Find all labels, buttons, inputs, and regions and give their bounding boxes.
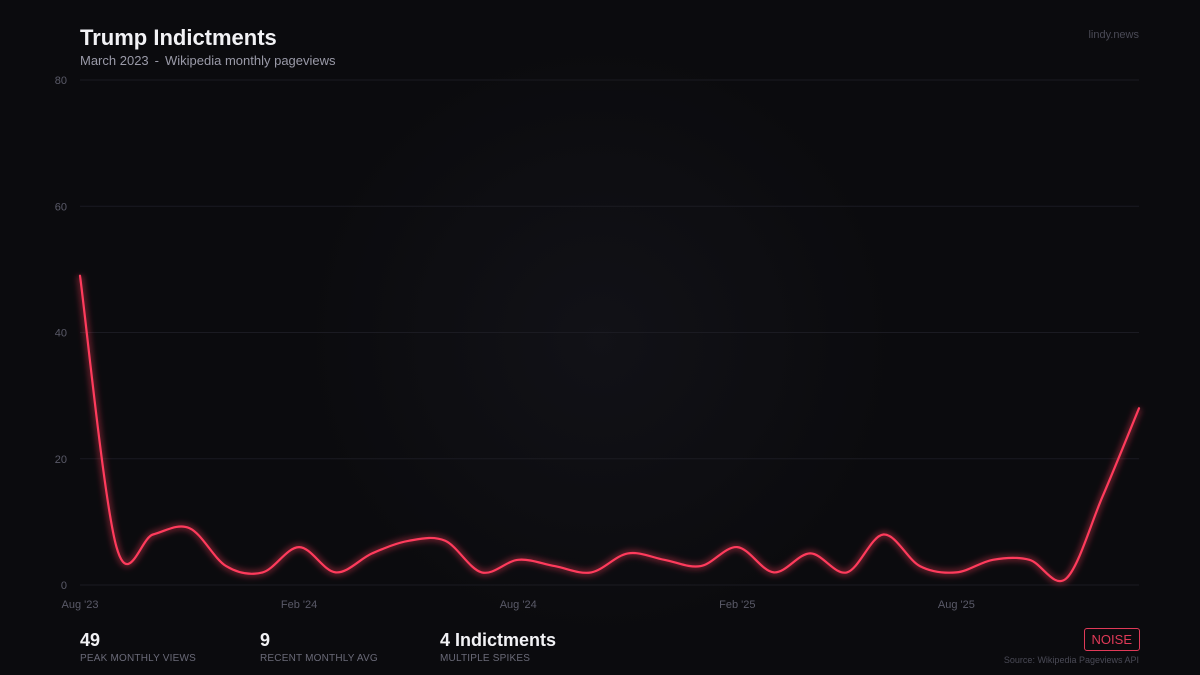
stat-recent-avg-label: RECENT MONTHLY AVG bbox=[260, 653, 378, 664]
data-point bbox=[261, 570, 265, 574]
data-point bbox=[918, 564, 922, 568]
data-point bbox=[1100, 495, 1104, 499]
data-point bbox=[334, 570, 338, 574]
stat-spikes-label: MULTIPLE SPIKES bbox=[440, 653, 531, 664]
data-point bbox=[516, 558, 520, 562]
data-point bbox=[1027, 558, 1031, 562]
data-point bbox=[1064, 577, 1068, 581]
grid-lines bbox=[80, 79, 1139, 586]
data-point bbox=[407, 539, 411, 543]
x-tick-label: Aug '24 bbox=[500, 599, 537, 611]
data-point bbox=[991, 558, 995, 562]
x-tick-label: Aug '23 bbox=[62, 599, 99, 611]
data-point bbox=[589, 570, 593, 574]
data-point bbox=[443, 539, 447, 543]
x-axis: Aug '23 Feb '24 Aug '24 Feb '25 Aug '25 bbox=[62, 599, 975, 611]
y-tick-label: 60 bbox=[55, 201, 67, 213]
data-point bbox=[188, 526, 192, 530]
data-point bbox=[662, 558, 666, 562]
data-point bbox=[845, 570, 849, 574]
subtitle-separator: - bbox=[154, 53, 159, 68]
x-tick-label: Aug '25 bbox=[938, 599, 975, 611]
stat-recent-avg: 9 RECENT MONTHLY AVG bbox=[260, 630, 378, 664]
y-tick-label: 80 bbox=[55, 75, 67, 87]
stat-spikes: 4 Indictments MULTIPLE SPIKES bbox=[440, 630, 556, 664]
data-point bbox=[954, 570, 958, 574]
data-point bbox=[735, 545, 739, 549]
data-point bbox=[808, 551, 812, 555]
data-point bbox=[553, 564, 557, 568]
data-point bbox=[480, 570, 484, 574]
data-point bbox=[1137, 406, 1141, 410]
data-point bbox=[78, 274, 82, 278]
chart-subtitle: March 2023- Wikipedia monthly pageviews bbox=[80, 53, 336, 68]
series-line bbox=[78, 274, 1141, 583]
data-point bbox=[626, 551, 630, 555]
y-tick-label: 0 bbox=[61, 580, 67, 592]
data-point bbox=[772, 570, 776, 574]
data-point bbox=[370, 551, 374, 555]
subtitle-text: Wikipedia monthly pageviews bbox=[165, 53, 336, 68]
series-line-glow bbox=[76, 275, 1143, 585]
source-note: Source: Wikipedia Pageviews API bbox=[1003, 655, 1139, 665]
data-point bbox=[151, 533, 155, 537]
stat-peak: 49 PEAK MONTHLY VIEWS bbox=[80, 630, 196, 664]
data-point bbox=[881, 533, 885, 537]
stat-peak-label: PEAK MONTHLY VIEWS bbox=[80, 653, 197, 664]
brand-label: lindy.news bbox=[1088, 29, 1139, 41]
stat-recent-avg-value: 9 bbox=[260, 630, 271, 650]
chart-title: Trump Indictments bbox=[80, 25, 277, 50]
y-tick-label: 20 bbox=[55, 454, 67, 466]
x-tick-label: Feb '25 bbox=[719, 599, 755, 611]
data-point bbox=[699, 564, 703, 568]
y-tick-label: 40 bbox=[55, 328, 67, 340]
noise-badge: NOISE bbox=[1083, 628, 1140, 651]
x-tick-label: Feb '24 bbox=[281, 599, 317, 611]
y-axis: 0 20 40 60 80 bbox=[55, 75, 67, 592]
stat-peak-value: 49 bbox=[80, 630, 101, 650]
data-points bbox=[78, 274, 1141, 581]
data-point bbox=[115, 545, 119, 549]
data-point bbox=[224, 564, 228, 568]
stat-spikes-value: 4 Indictments bbox=[440, 630, 557, 650]
data-point bbox=[297, 545, 301, 549]
subtitle-date: March 2023 bbox=[80, 53, 149, 68]
